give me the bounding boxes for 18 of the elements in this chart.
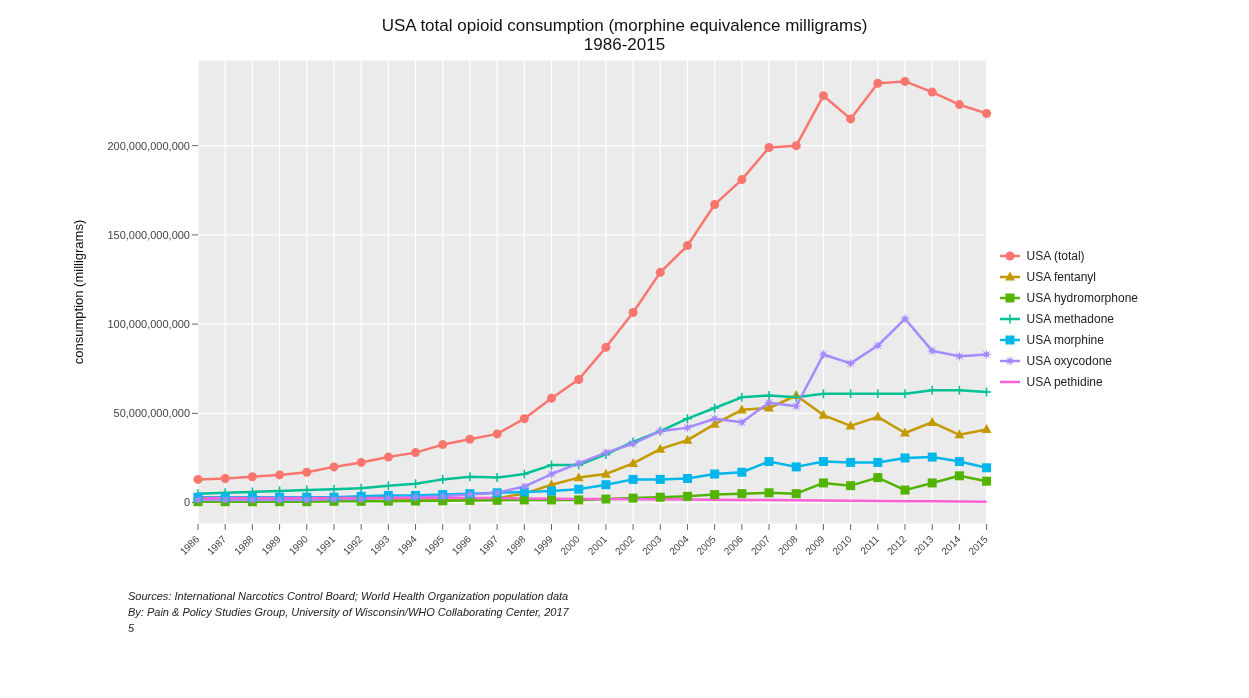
legend-label: USA oxycodone bbox=[1026, 354, 1112, 368]
source-note: Sources: International Narcotics Control Board; World Health Organization population data bbox=[128, 589, 570, 604]
legend-label: USA pethidine bbox=[1026, 375, 1103, 389]
y-axis-title: consumption (milligrams) bbox=[70, 219, 86, 365]
text: 5 bbox=[128, 621, 136, 636]
legend-label: USA hydromorphone bbox=[1026, 291, 1138, 305]
y-tick-label: 150,000,000,000 bbox=[107, 228, 190, 241]
y-tick-label: 50,000,000,000 bbox=[113, 407, 190, 420]
legend-label: USA (total) bbox=[1026, 249, 1085, 263]
text: By: Pain & Policy Studies Group, University of Wisconsin/WHO Collaborating Center, 2017 bbox=[128, 605, 570, 620]
y-tick-label: 200,000,000,000 bbox=[107, 139, 190, 152]
chart-title: USA total opioid consumption (morphine equivalence milligrams) bbox=[380, 16, 869, 35]
y-tick-label: 100,000,000,000 bbox=[107, 318, 190, 331]
legend-label: USA methadone bbox=[1026, 312, 1114, 326]
y-tick-label: 0 bbox=[183, 496, 190, 509]
legend-label: USA fentanyl bbox=[1026, 270, 1096, 284]
chart-subtitle: 1986-2015 bbox=[582, 35, 667, 54]
legend-label: USA morphine bbox=[1026, 333, 1104, 347]
